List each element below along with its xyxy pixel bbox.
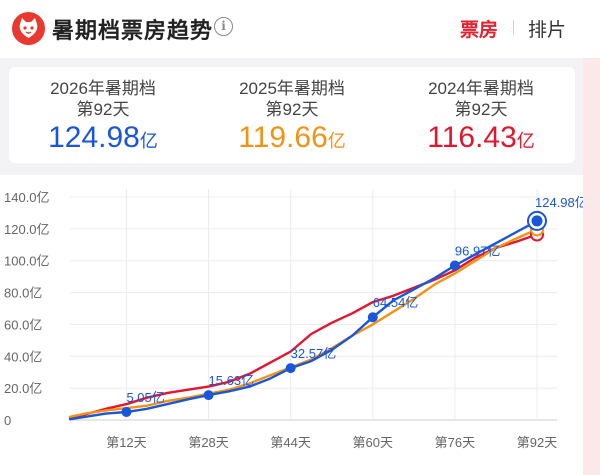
- trend-chart-panel: 0 20.0亿 40.0亿 60.0亿 80.0亿 100.0亿 120.0亿 140.0亿第…: [0, 175, 588, 475]
- summary-value: 116.43亿: [427, 121, 535, 154]
- x-tick-label: 第28天: [188, 435, 228, 450]
- tab-divider: [513, 20, 514, 35]
- y-tick-label: 0: [4, 413, 11, 428]
- data-point: [285, 363, 296, 374]
- summary-day: 第92天: [76, 100, 130, 119]
- y-tick-label: 40.0亿: [4, 349, 42, 364]
- summary-day: 第92天: [265, 100, 319, 119]
- x-tick-label: 第76天: [435, 435, 475, 450]
- data-label: 32.57亿: [291, 346, 337, 361]
- summary-card: 2026年暑期档 第92天 124.98亿 2025年暑期档 第92天 119.…: [9, 67, 575, 163]
- summary-2024: 2024年暑期档 第92天 116.43亿: [387, 67, 575, 163]
- app-header: 暑期档票房趋势 i 票房 排片: [0, 0, 600, 58]
- y-tick-label: 100.0亿: [4, 254, 50, 269]
- y-tick-label: 140.0亿: [4, 190, 50, 205]
- data-point: [367, 312, 378, 323]
- data-label: 96.97亿: [455, 244, 501, 259]
- summary-label: 2025年暑期档: [239, 79, 345, 98]
- tab-screenings[interactable]: 排片: [528, 20, 567, 41]
- data-point: [531, 215, 543, 227]
- data-label: 5.05亿: [126, 390, 164, 405]
- summary-label: 2024年暑期档: [428, 79, 534, 98]
- scroll-edge: [583, 58, 600, 475]
- x-tick-label: 第92天: [517, 435, 557, 450]
- summary-day: 第92天: [454, 100, 508, 119]
- info-icon[interactable]: i: [214, 17, 233, 36]
- x-tick-label: 第44天: [270, 435, 310, 450]
- summary-label: 2026年暑期档: [50, 79, 156, 98]
- y-tick-label: 80.0亿: [4, 286, 42, 301]
- summary-value: 119.66亿: [238, 121, 346, 154]
- y-tick-label: 60.0亿: [4, 317, 42, 332]
- data-point: [449, 260, 460, 271]
- data-label: 124.98亿: [535, 195, 583, 210]
- page-title: 暑期档票房趋势: [52, 18, 214, 43]
- trend-chart[interactable]: 0 20.0亿 40.0亿 60.0亿 80.0亿 100.0亿 120.0亿 140.0亿第…: [0, 175, 588, 475]
- x-tick-label: 第60天: [353, 435, 393, 450]
- summary-2026: 2026年暑期档 第92天 124.98亿: [9, 67, 197, 163]
- data-label: 15.63亿: [209, 373, 255, 388]
- y-tick-label: 120.0亿: [4, 222, 50, 237]
- y-tick-label: 20.0亿: [4, 381, 42, 396]
- summary-value: 124.98亿: [48, 121, 158, 154]
- data-point: [203, 390, 214, 401]
- data-label: 64.54亿: [373, 295, 419, 310]
- x-tick-label: 第12天: [106, 435, 146, 450]
- cat-logo-icon: [12, 12, 45, 45]
- data-point: [121, 406, 132, 417]
- summary-2025: 2025年暑期档 第92天 119.66亿: [198, 67, 386, 163]
- tab-box-office[interactable]: 票房: [460, 20, 499, 41]
